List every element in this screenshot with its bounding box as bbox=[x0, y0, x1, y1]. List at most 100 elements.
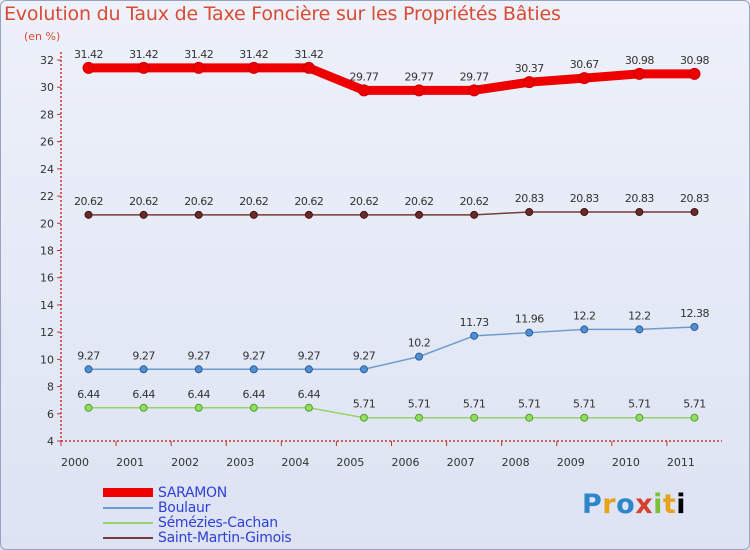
y-tick-label: 6 bbox=[47, 408, 54, 421]
data-point bbox=[415, 413, 424, 422]
data-point bbox=[194, 365, 203, 374]
data-point bbox=[192, 61, 205, 74]
data-label: 6.44 bbox=[187, 388, 210, 401]
data-label: 10.2 bbox=[408, 337, 431, 350]
data-point bbox=[413, 84, 426, 97]
data-point bbox=[249, 210, 258, 219]
data-label: 12.38 bbox=[680, 307, 709, 320]
data-label: 11.96 bbox=[515, 313, 544, 326]
data-label: 9.27 bbox=[298, 349, 321, 362]
data-point bbox=[580, 413, 589, 422]
data-point bbox=[139, 210, 148, 219]
data-label: 12.2 bbox=[628, 309, 651, 322]
data-point bbox=[468, 84, 481, 97]
x-tick-label: 2005 bbox=[336, 456, 364, 469]
data-label: 5.71 bbox=[683, 398, 706, 411]
data-label: 9.27 bbox=[132, 349, 155, 362]
data-point bbox=[688, 67, 701, 80]
legend-swatch-saramon bbox=[103, 488, 153, 497]
data-label: 30.37 bbox=[515, 62, 544, 75]
series-line-1 bbox=[87, 326, 696, 371]
data-point bbox=[580, 207, 589, 216]
data-label: 5.71 bbox=[408, 398, 431, 411]
data-label: 5.71 bbox=[573, 398, 596, 411]
data-point bbox=[470, 413, 479, 422]
data-label: 5.71 bbox=[353, 398, 376, 411]
data-label: 29.77 bbox=[460, 70, 489, 83]
data-label: 20.83 bbox=[515, 192, 544, 205]
data-label: 20.83 bbox=[680, 192, 709, 205]
legend-item-saramon: SARAMON bbox=[103, 484, 291, 501]
x-tick-label: 2009 bbox=[557, 456, 585, 469]
data-point bbox=[359, 210, 368, 219]
legend-label-semezies-cachan: Sémézies-Cachan bbox=[158, 514, 278, 531]
data-label: 31.42 bbox=[294, 48, 323, 61]
data-point bbox=[249, 365, 258, 374]
data-label: 29.77 bbox=[349, 70, 378, 83]
data-label: 30.98 bbox=[680, 54, 709, 67]
x-tick-label: 2011 bbox=[667, 456, 695, 469]
data-label: 20.62 bbox=[349, 195, 378, 208]
data-label: 29.77 bbox=[405, 70, 434, 83]
data-label: 30.98 bbox=[625, 54, 654, 67]
y-axis-unit: (en %) bbox=[24, 30, 61, 43]
data-point bbox=[635, 325, 644, 334]
data-point bbox=[578, 72, 591, 85]
y-tick-label: 24 bbox=[40, 163, 54, 176]
y-tick-label: 20 bbox=[40, 217, 54, 230]
x-tick-label: 2001 bbox=[116, 456, 144, 469]
data-label: 20.62 bbox=[294, 195, 323, 208]
data-point bbox=[580, 325, 589, 334]
data-label: 31.42 bbox=[239, 48, 268, 61]
proxiti-logo: Proxiti bbox=[582, 489, 687, 520]
legend-swatch-saint-martin-gimois bbox=[103, 536, 153, 539]
data-point bbox=[690, 322, 699, 331]
legend-item-saint-martin-gimois: Saint-Martin-Gimois bbox=[103, 530, 292, 546]
legend-label-saramon: SARAMON bbox=[158, 484, 227, 501]
data-label: 5.71 bbox=[463, 398, 486, 411]
data-label: 31.42 bbox=[184, 48, 213, 61]
data-label: 5.71 bbox=[628, 398, 651, 411]
data-point bbox=[194, 403, 203, 412]
data-label: 20.62 bbox=[239, 195, 268, 208]
data-point bbox=[470, 331, 479, 340]
x-tick-label: 2008 bbox=[502, 456, 530, 469]
data-label: 20.62 bbox=[184, 195, 213, 208]
x-tick-label: 2007 bbox=[447, 456, 475, 469]
y-tick-label: 8 bbox=[47, 381, 54, 394]
y-tick-label: 32 bbox=[40, 54, 54, 67]
legend: SARAMON Boulaur Sémézies-Cachan Saint-Ma… bbox=[103, 484, 292, 546]
y-tick-label: 28 bbox=[40, 108, 54, 121]
data-label: 20.83 bbox=[570, 192, 599, 205]
data-label: 9.27 bbox=[187, 349, 210, 362]
data-point bbox=[525, 207, 534, 216]
data-label: 6.44 bbox=[243, 388, 266, 401]
y-tick-label: 10 bbox=[40, 353, 54, 366]
y-tick-label: 22 bbox=[40, 190, 54, 203]
data-point bbox=[359, 413, 368, 422]
data-point bbox=[523, 76, 536, 89]
data-point bbox=[357, 84, 370, 97]
data-point bbox=[470, 210, 479, 219]
data-label: 20.62 bbox=[460, 195, 489, 208]
data-label: 9.27 bbox=[77, 349, 100, 362]
x-tick-label: 2006 bbox=[392, 456, 420, 469]
data-label: 31.42 bbox=[129, 48, 158, 61]
data-label: 20.62 bbox=[74, 195, 103, 208]
y-tick-label: 16 bbox=[40, 272, 54, 285]
series-line-2 bbox=[87, 407, 696, 419]
series-line-0 bbox=[84, 63, 699, 95]
y-tick-label: 14 bbox=[40, 299, 54, 312]
legend-item-boulaur: Boulaur bbox=[103, 500, 291, 516]
data-label: 11.73 bbox=[460, 316, 489, 329]
legend-swatch-semezies-cachan bbox=[103, 521, 153, 524]
data-label: 12.2 bbox=[573, 309, 596, 322]
data-label: 5.71 bbox=[518, 398, 541, 411]
data-label: 30.67 bbox=[570, 58, 599, 71]
data-point bbox=[84, 210, 93, 219]
data-label: 6.44 bbox=[132, 388, 155, 401]
data-point bbox=[302, 61, 315, 74]
data-point bbox=[690, 413, 699, 422]
chart-title: Evolution du Taux de Taxe Foncière sur l… bbox=[4, 3, 561, 25]
